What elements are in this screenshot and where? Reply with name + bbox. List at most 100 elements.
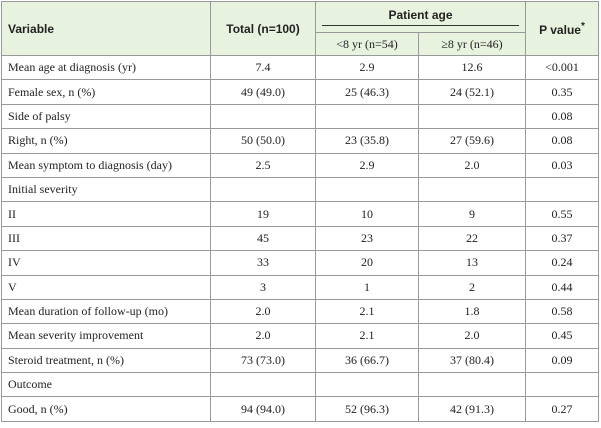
table-cell: 23 — [315, 225, 419, 252]
table-cell — [525, 176, 599, 203]
table-cell: 0.08 — [525, 128, 599, 154]
table-cell: 23 (35.8) — [315, 128, 419, 154]
table-cell — [315, 372, 419, 398]
table-cell: Mean age at diagnosis (yr) — [1, 54, 211, 81]
data-table: Variable Total (n=100) Patient age P val… — [1, 1, 599, 422]
table-cell: 2.9 — [315, 54, 419, 81]
header-text: <8 yr (n=54) — [336, 36, 398, 51]
table-cell: 49 (49.0) — [210, 79, 316, 105]
table-row: Mean symptom to diagnosis (day) 2.5 2.9 2.0… — [1, 152, 599, 178]
table-cell: 0.35 — [525, 79, 599, 105]
table-cell: 0.24 — [525, 250, 599, 276]
table-row: Female sex, n (%) 49 (49.0) 25 (46.3) 24 (5… — [1, 79, 599, 105]
table-cell: 19 — [210, 201, 316, 227]
table-row: Outcome — [1, 372, 599, 398]
table-cell: 2.0 — [210, 323, 316, 349]
table-cell: IV — [1, 250, 211, 276]
header-text: Variable — [8, 21, 55, 36]
table-row: II 19 10 9 0.55 — [1, 201, 599, 227]
header-cell: <8 yr (n=54) — [315, 32, 419, 56]
table-cell: 10 — [315, 201, 419, 227]
table-row: Mean duration of follow-up (mo) 2.0 2.1 1.8… — [1, 298, 599, 325]
table-cell: Mean symptom to diagnosis (day) — [1, 152, 211, 178]
table-cell: 0.44 — [525, 274, 599, 300]
table-cell: 0.45 — [525, 323, 599, 349]
table-cell — [418, 372, 526, 398]
table-cell: 0.27 — [525, 396, 599, 422]
table-row: IV 33 20 13 0.24 — [1, 250, 599, 276]
table-cell: 45 — [210, 225, 316, 252]
table-cell: III — [1, 225, 211, 252]
table-row: Good, n (%) 94 (94.0) 52 (96.3) 42 (91.3) 0.… — [1, 396, 599, 422]
table-row: Initial severity — [1, 176, 599, 203]
header-cell: Patient age — [315, 1, 526, 33]
table-cell: 25 (46.3) — [315, 79, 419, 105]
table-cell: 12.6 — [418, 54, 526, 81]
table-cell: 0.09 — [525, 347, 599, 374]
table-cell — [315, 103, 419, 130]
table-cell — [418, 103, 526, 130]
header-text: ≥8 yr (n=46) — [441, 36, 503, 51]
table-row: Steroid treatment, n (%) 73 (73.0) 36 (66.… — [1, 347, 599, 374]
table-cell: 2 — [418, 274, 526, 300]
table-cell: 7.4 — [210, 54, 316, 81]
table-cell: 2.1 — [315, 298, 419, 325]
table-cell: 1 — [315, 274, 419, 300]
header-cell: Total (n=100) — [210, 1, 316, 56]
table-cell: <0.001 — [525, 54, 599, 81]
table-cell: 0.58 — [525, 298, 599, 325]
table-cell: Right, n (%) — [1, 128, 211, 154]
table-cell: 0.03 — [525, 152, 599, 178]
table-cell — [418, 176, 526, 203]
table-cell: Outcome — [1, 372, 211, 398]
table-row: III 45 23 22 0.37 — [1, 225, 599, 252]
table-cell: 27 (59.6) — [418, 128, 526, 154]
table-cell: 2.5 — [210, 152, 316, 178]
table-cell: 2.0 — [210, 298, 316, 325]
table-cell: 3 — [210, 274, 316, 300]
table-cell: 0.37 — [525, 225, 599, 252]
table-cell: V — [1, 274, 211, 300]
table-row: Side of palsy 0.08 — [1, 103, 599, 130]
table-cell: Mean duration of follow-up (mo) — [1, 298, 211, 325]
header-cell: P value* — [525, 1, 599, 56]
header-text: Total (n=100) — [226, 21, 300, 36]
table-cell: 22 — [418, 225, 526, 252]
table-cell: Steroid treatment, n (%) — [1, 347, 211, 374]
header-text: Patient age — [322, 8, 519, 26]
table-cell: 52 (96.3) — [315, 396, 419, 422]
header-text: P value — [539, 22, 581, 37]
table-cell: Good, n (%) — [1, 396, 211, 422]
table-cell — [315, 176, 419, 203]
table-cell: 37 (80.4) — [418, 347, 526, 374]
table-cell: 2.9 — [315, 152, 419, 178]
table-cell — [210, 176, 316, 203]
table-cell: 94 (94.0) — [210, 396, 316, 422]
table-cell — [525, 372, 599, 398]
table-row: Right, n (%) 50 (50.0) 23 (35.8) 27 (59.6) 0… — [1, 128, 599, 154]
table-row: V 3 1 2 0.44 — [1, 274, 599, 300]
table-cell: 2.0 — [418, 152, 526, 178]
table-cell — [210, 103, 316, 130]
table-cell: 36 (66.7) — [315, 347, 419, 374]
table-body: Mean age at diagnosis (yr) 7.4 2.9 12.6 <0.0… — [1, 54, 599, 422]
table-cell: Mean severity improvement — [1, 323, 211, 349]
table-row: Mean severity improvement 2.0 2.1 2.0 0.45 — [1, 323, 599, 349]
table-cell: Initial severity — [1, 176, 211, 203]
table-cell — [210, 372, 316, 398]
header-cell: Variable — [1, 1, 211, 56]
table-cell: 73 (73.0) — [210, 347, 316, 374]
table-row: Mean age at diagnosis (yr) 7.4 2.9 12.6 <0.0… — [1, 54, 599, 81]
table-header: Variable Total (n=100) Patient age P val… — [1, 1, 599, 56]
table-cell: 24 (52.1) — [418, 79, 526, 105]
table-cell: 2.0 — [418, 323, 526, 349]
table-cell: 42 (91.3) — [418, 396, 526, 422]
header-cell: ≥8 yr (n=46) — [418, 32, 526, 56]
table-cell: II — [1, 201, 211, 227]
table-cell: 13 — [418, 250, 526, 276]
table-cell: 50 (50.0) — [210, 128, 316, 154]
table-cell: 1.8 — [418, 298, 526, 325]
table-cell: 20 — [315, 250, 419, 276]
table-cell: Side of palsy — [1, 103, 211, 130]
